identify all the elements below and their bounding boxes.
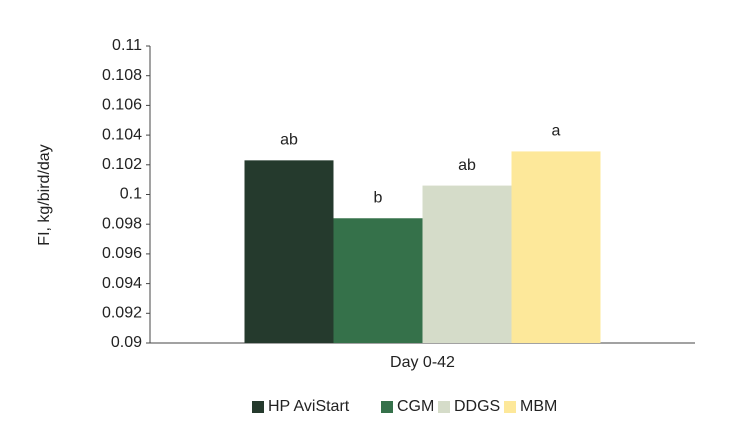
y-tick-label: 0.098 — [102, 215, 142, 232]
legend-swatch — [252, 401, 264, 413]
legend-swatch — [381, 401, 393, 413]
y-tick-label: 0.11 — [112, 37, 142, 54]
y-tick-label: 0.104 — [102, 126, 142, 143]
bar-annotation: a — [552, 123, 561, 140]
legend-label: DDGS — [454, 398, 500, 415]
legend-label: CGM — [397, 398, 434, 415]
y-tick-label: 0.102 — [102, 156, 142, 173]
legend-label: HP AviStart — [268, 398, 350, 415]
bar-annotation: ab — [280, 132, 298, 149]
legend-swatch — [504, 401, 516, 413]
bar — [422, 185, 512, 343]
y-axis-label: FI, kg/bird/day — [36, 144, 53, 245]
bar-annotation: ab — [458, 157, 476, 174]
x-tick-label: Day 0-42 — [390, 354, 455, 371]
y-tick-label: 0.108 — [102, 67, 142, 84]
bar-annotation: b — [374, 189, 383, 206]
bar — [244, 160, 334, 343]
bar — [333, 218, 423, 343]
legend-swatch — [438, 401, 450, 413]
y-tick-label: 0.1 — [120, 186, 142, 203]
y-tick-label: 0.106 — [102, 97, 142, 114]
bar — [511, 151, 601, 343]
y-tick-label: 0.092 — [102, 305, 142, 322]
y-tick-label: 0.096 — [102, 245, 142, 262]
legend-label: MBM — [520, 398, 557, 415]
y-tick-label: 0.094 — [102, 275, 142, 292]
y-tick-label: 0.09 — [111, 334, 142, 351]
